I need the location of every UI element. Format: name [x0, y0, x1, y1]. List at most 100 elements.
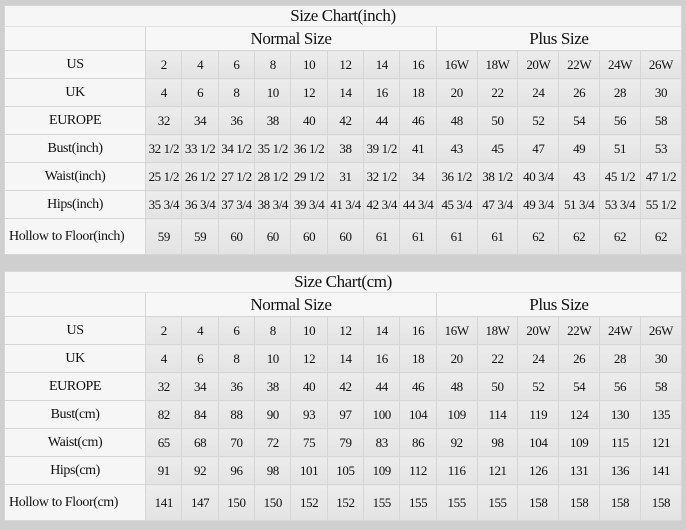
- size-chart-cm: Size Chart(cm) Normal Size Plus Size US 2 4 6 8…: [3, 271, 683, 521]
- chart-title: Size Chart(cm): [4, 271, 682, 293]
- table-cell: 121: [639, 428, 683, 457]
- table-cell: 97: [326, 400, 365, 429]
- table-cell: 18: [399, 344, 437, 373]
- table-cell: 59: [181, 218, 219, 255]
- table-cell: 4: [181, 316, 219, 345]
- table-cell: 135: [639, 400, 683, 429]
- table-cell: 47 3/4: [476, 190, 519, 219]
- table-cell: 92: [181, 456, 219, 485]
- table-cell: 8: [217, 344, 256, 373]
- row-label: Bust(inch): [3, 134, 147, 163]
- table-cell: 98: [476, 428, 519, 457]
- table-cell: 36: [217, 372, 256, 401]
- table-cell: 16W: [435, 316, 478, 345]
- table-cell: 100: [363, 400, 401, 429]
- table-cell: 12: [290, 78, 328, 107]
- table-cell: 39 1/2: [363, 134, 401, 163]
- table-cell: 38 1/2: [476, 162, 519, 191]
- table-cell: 109: [435, 400, 478, 429]
- table-cell: 22W: [558, 50, 601, 79]
- table-cell: 46: [399, 106, 437, 135]
- table-cell: 52: [517, 372, 560, 401]
- table-cell: 150: [217, 484, 256, 521]
- table-cell: 40 3/4: [517, 162, 560, 191]
- table-cell: 20W: [517, 50, 560, 79]
- table-cell: 58: [639, 372, 683, 401]
- table-cell: 34: [399, 162, 437, 191]
- table-cell: 45: [476, 134, 519, 163]
- table-cell: 72: [254, 428, 292, 457]
- title-row: Size Chart(cm): [4, 271, 682, 293]
- table-cell: 43: [435, 134, 478, 163]
- table-cell: 24W: [599, 316, 641, 345]
- table-row: Waist(inch) 25 1/2 26 1/2 27 1/2 28 1/2 29 1/…: [3, 162, 683, 191]
- table-cell: 50: [476, 106, 519, 135]
- row-label: US: [3, 316, 147, 345]
- table-cell: 158: [517, 484, 560, 521]
- table-cell: 141: [639, 456, 683, 485]
- table-cell: 96: [217, 456, 256, 485]
- table-cell: 24: [517, 344, 560, 373]
- group-header-row: Normal Size Plus Size: [3, 26, 683, 51]
- table-cell: 136: [599, 456, 641, 485]
- table-cell: 53 3/4: [599, 190, 641, 219]
- table-cell: 29 1/2: [290, 162, 328, 191]
- table-cell: 56: [599, 372, 641, 401]
- table-cell: 16: [363, 78, 401, 107]
- table-cell: 41 3/4: [326, 190, 365, 219]
- table-cell: 34: [181, 106, 219, 135]
- table-cell: 16: [363, 344, 401, 373]
- table-row: EUROPE 32 34 36 38 40 42 44 46 48 50 52 54 56 58: [3, 372, 683, 401]
- row-label: US: [3, 50, 147, 79]
- table-cell: 22: [476, 78, 519, 107]
- table-row: UK 4 6 8 10 12 14 16 18 20 22 24 26 28 30: [3, 344, 683, 373]
- table-cell: 6: [217, 316, 256, 345]
- table-cell: 6: [181, 344, 219, 373]
- table-cell: 37 3/4: [217, 190, 256, 219]
- table-cell: 56: [599, 106, 641, 135]
- header-corner: [3, 26, 147, 51]
- table-cell: 79: [326, 428, 365, 457]
- table-cell: 55 1/2: [639, 190, 683, 219]
- table-cell: 32: [145, 106, 183, 135]
- table-cell: 38: [326, 134, 365, 163]
- table-cell: 155: [363, 484, 401, 521]
- table-cell: 62: [517, 218, 560, 255]
- table-cell: 26W: [639, 316, 683, 345]
- plus-size-header: Plus Size: [435, 292, 683, 317]
- table-cell: 26W: [639, 50, 683, 79]
- table-cell: 14: [326, 344, 365, 373]
- table-cell: 24: [517, 78, 560, 107]
- table-cell: 38: [254, 372, 292, 401]
- table-cell: 40: [290, 106, 328, 135]
- table-cell: 62: [558, 218, 601, 255]
- table-cell: 10: [254, 344, 292, 373]
- table-cell: 34: [181, 372, 219, 401]
- table-cell: 16: [399, 50, 437, 79]
- table-cell: 109: [558, 428, 601, 457]
- table-cell: 33 1/2: [181, 134, 219, 163]
- table-cell: 92: [435, 428, 478, 457]
- table-cell: 68: [181, 428, 219, 457]
- table-cell: 28: [599, 344, 641, 373]
- table-cell: 60: [217, 218, 256, 255]
- title-row: Size Chart(inch): [4, 5, 682, 27]
- table-cell: 155: [399, 484, 437, 521]
- table-cell: 158: [639, 484, 683, 521]
- table-cell: 12: [326, 316, 365, 345]
- table-cell: 158: [558, 484, 601, 521]
- table-cell: 155: [435, 484, 478, 521]
- table-cell: 25 1/2: [145, 162, 183, 191]
- table-cell: 42: [326, 106, 365, 135]
- row-label: Bust(cm): [3, 400, 147, 429]
- table-row: Bust(inch) 32 1/2 33 1/2 34 1/2 35 1/2 36 1/2…: [3, 134, 683, 163]
- table-cell: 38 3/4: [254, 190, 292, 219]
- size-table: Size Chart(cm) Normal Size Plus Size US 2 4 6 8…: [3, 271, 683, 521]
- table-cell: 104: [399, 400, 437, 429]
- table-cell: 45 1/2: [599, 162, 641, 191]
- table-cell: 131: [558, 456, 601, 485]
- table-cell: 61: [435, 218, 478, 255]
- table-cell: 8: [254, 50, 292, 79]
- table-cell: 59: [145, 218, 183, 255]
- table-cell: 4: [145, 344, 183, 373]
